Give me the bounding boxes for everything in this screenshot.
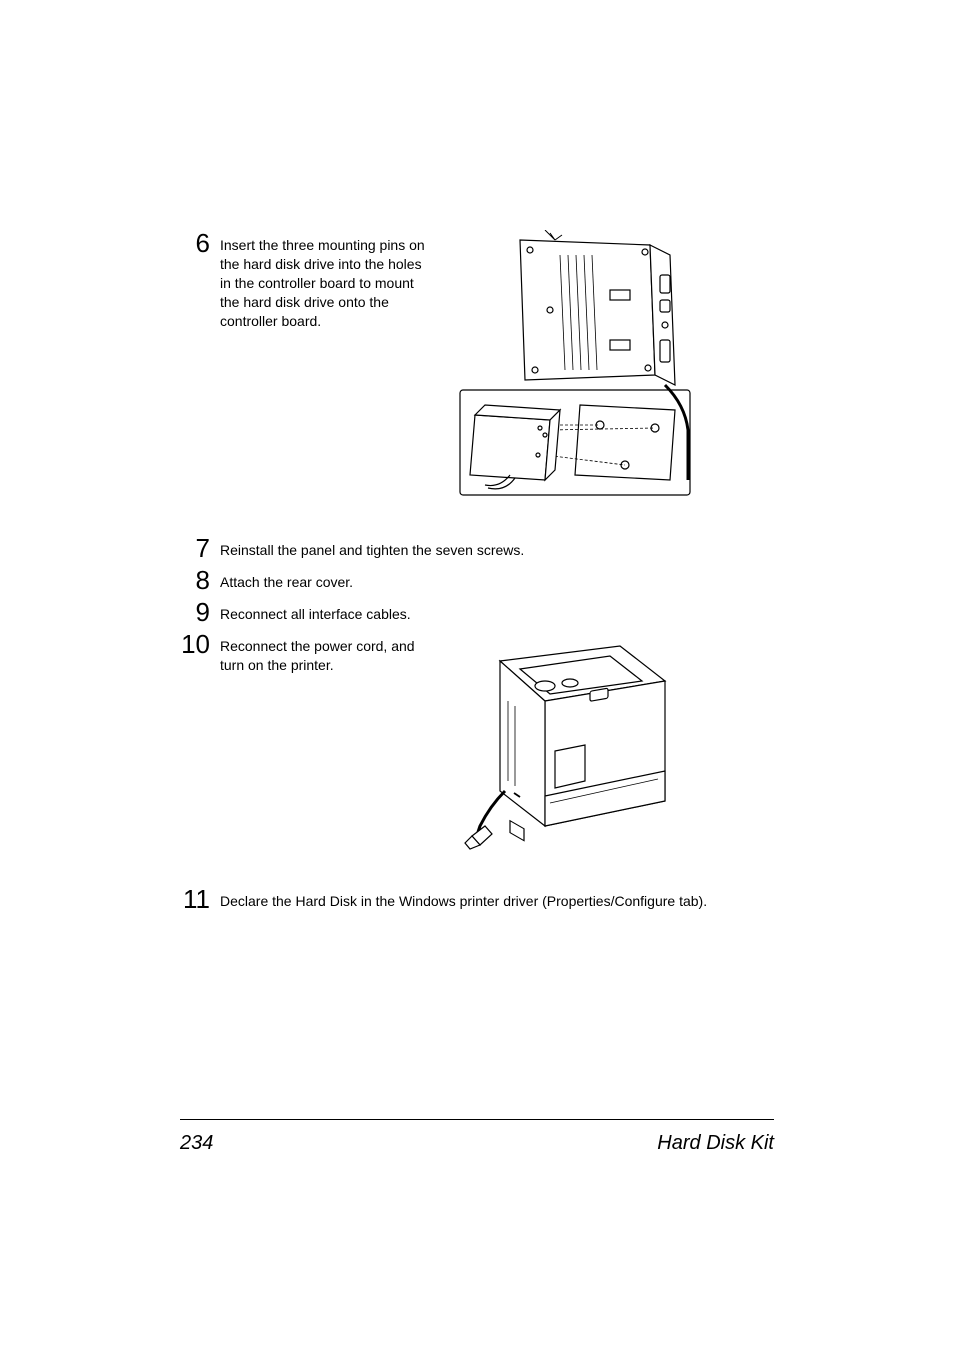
page-footer: 234 Hard Disk Kit <box>180 1119 774 1155</box>
step-10: 10 Reconnect the power cord, and turn on… <box>180 631 430 675</box>
page-number: 234 <box>180 1132 213 1155</box>
step-6-row: 6 Insert the three mounting pins on the … <box>180 230 774 505</box>
step-9-text: Reconnect all interface cables. <box>220 599 774 624</box>
step-6-text: Insert the three mounting pins on the ha… <box>220 230 430 330</box>
step-8-number: 8 <box>180 567 220 593</box>
step-10-text: Reconnect the power cord, and turn on th… <box>220 631 430 675</box>
step-9-number: 9 <box>180 599 220 625</box>
page: 6 Insert the three mounting pins on the … <box>0 0 954 1350</box>
step-8-text: Attach the rear cover. <box>220 567 774 592</box>
step-8: 8 Attach the rear cover. <box>180 567 774 593</box>
step-11-number: 11 <box>180 886 220 912</box>
step-10-number: 10 <box>180 631 220 657</box>
step-11-text: Declare the Hard Disk in the Windows pri… <box>220 886 774 911</box>
printer-illustration <box>450 631 680 856</box>
section-title: Hard Disk Kit <box>657 1132 774 1155</box>
step-6-number: 6 <box>180 230 220 256</box>
step-9: 9 Reconnect all interface cables. <box>180 599 774 625</box>
step-6: 6 Insert the three mounting pins on the … <box>180 230 430 330</box>
step-7: 7 Reinstall the panel and tighten the se… <box>180 535 774 561</box>
step-7-text: Reinstall the panel and tighten the seve… <box>220 535 774 560</box>
step-10-row: 10 Reconnect the power cord, and turn on… <box>180 631 774 856</box>
step-7-number: 7 <box>180 535 220 561</box>
step-11: 11 Declare the Hard Disk in the Windows … <box>180 886 774 912</box>
controller-board-illustration <box>450 230 700 505</box>
